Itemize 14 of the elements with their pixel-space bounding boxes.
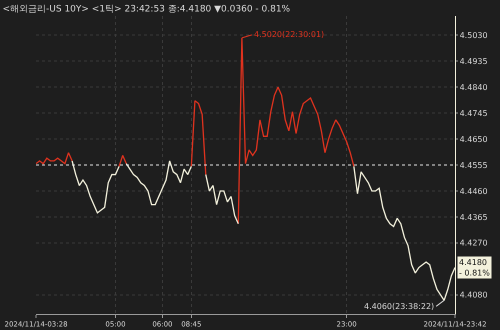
y-tick-label: 4.4460 bbox=[460, 186, 488, 196]
y-tick-label: 4.4555 bbox=[460, 160, 488, 170]
annotation: 4.4060(23:38:22) bbox=[364, 302, 434, 311]
chart-title: <해외금리-US 10Y> <1틱> 23:42:53 종:4.4180 ▼0.0360 - 0.81% bbox=[2, 4, 291, 14]
text: 4.4180 - 0.81% bbox=[459, 258, 490, 278]
y-tick-label: 4.4270 bbox=[460, 238, 488, 248]
y-tick-label: 4.4840 bbox=[460, 82, 488, 92]
y-tick-label: 4.5030 bbox=[460, 30, 488, 40]
y-tick-label: 4.4935 bbox=[460, 56, 488, 66]
y-tick-label: 4.4365 bbox=[460, 212, 488, 222]
y-tick-label: 4.4745 bbox=[460, 108, 488, 118]
y-tick-label: 4.4080 bbox=[460, 290, 488, 300]
annotation: 4.5020(22:30:01) bbox=[254, 30, 324, 39]
y-tick-label: 4.4650 bbox=[460, 134, 488, 144]
